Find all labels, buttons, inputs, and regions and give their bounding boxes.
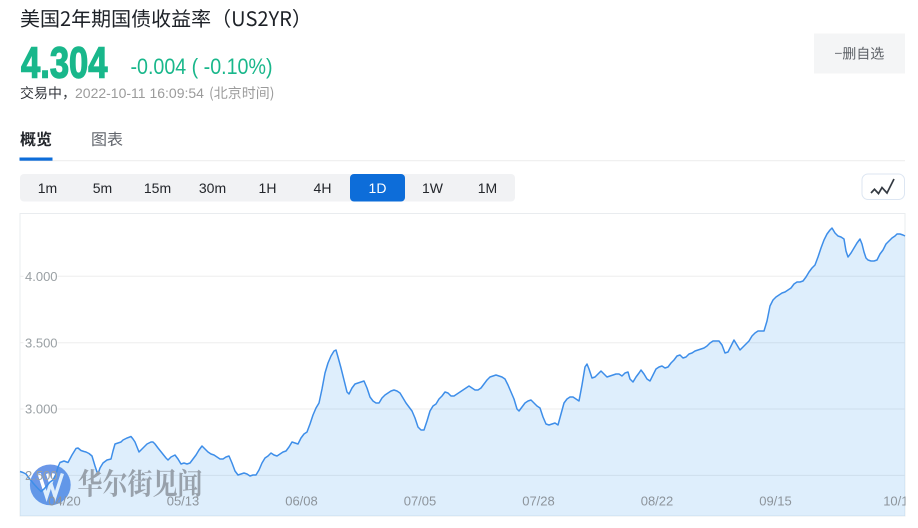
svg-text:1m: 1m xyxy=(38,180,57,196)
svg-text:07/28: 07/28 xyxy=(522,494,555,509)
svg-text:09/15: 09/15 xyxy=(759,494,792,509)
svg-text:5m: 5m xyxy=(93,180,112,196)
svg-text:1D: 1D xyxy=(369,180,387,196)
svg-text:08/22: 08/22 xyxy=(641,494,674,509)
svg-text:04/20: 04/20 xyxy=(48,494,81,509)
svg-text:3.000: 3.000 xyxy=(25,402,58,417)
svg-text:10/11: 10/11 xyxy=(883,494,915,509)
svg-text:3.500: 3.500 xyxy=(25,335,58,350)
svg-text:4H: 4H xyxy=(314,180,332,196)
svg-text:1M: 1M xyxy=(478,180,497,196)
svg-text:4.000: 4.000 xyxy=(25,269,58,284)
svg-text:1H: 1H xyxy=(259,180,277,196)
svg-text:06/08: 06/08 xyxy=(285,494,318,509)
svg-text:2.500: 2.500 xyxy=(25,468,58,483)
svg-text:4.304: 4.304 xyxy=(21,38,108,87)
svg-text:05/13: 05/13 xyxy=(167,494,200,509)
svg-text:07/05: 07/05 xyxy=(404,494,437,509)
svg-text:30m: 30m xyxy=(199,180,226,196)
svg-text:-0.004 ( -0.10%): -0.004 ( -0.10%) xyxy=(131,54,273,79)
svg-text:1W: 1W xyxy=(422,180,444,196)
svg-text:2022-10-11 16:09:54: 2022-10-11 16:09:54 xyxy=(75,85,204,101)
svg-text:15m: 15m xyxy=(144,180,171,196)
